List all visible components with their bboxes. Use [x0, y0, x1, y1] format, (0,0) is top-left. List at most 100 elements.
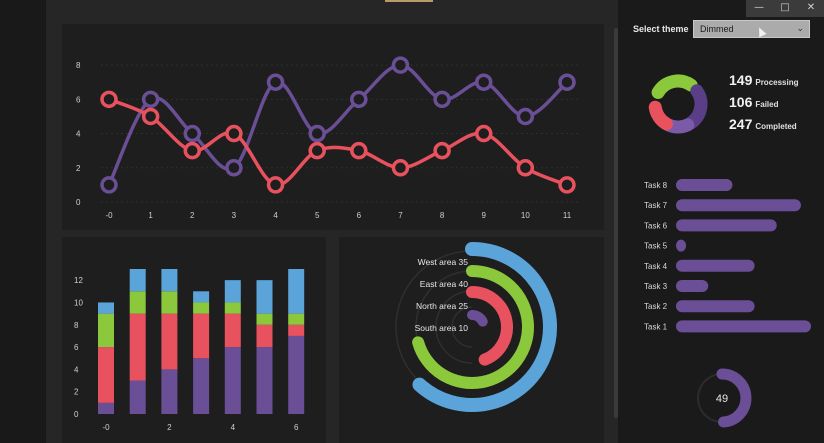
x-tick-label: 5 [315, 211, 320, 220]
line-point [225, 124, 243, 143]
donut-segment [651, 74, 698, 99]
bar-segment [224, 347, 241, 414]
line-point [558, 73, 576, 91]
left-sidebar [0, 0, 46, 443]
stat-failed: 106 Failed [729, 94, 778, 110]
line-point [100, 90, 118, 109]
bar-segment [129, 313, 146, 381]
line-point [391, 159, 410, 177]
window-controls: — □ ✕ [746, 0, 824, 17]
line-point [350, 141, 368, 160]
radial-guide [435, 290, 473, 364]
y-tick-label: 2 [76, 164, 81, 173]
x-tick-label: 7 [398, 211, 403, 220]
radial-guide [451, 306, 473, 348]
line-point [350, 90, 368, 109]
x-tick-label: -0 [105, 211, 113, 220]
line-point [183, 124, 202, 143]
x-tick-label: 2 [190, 211, 195, 220]
x-tick-label: 9 [482, 211, 487, 220]
bar-segment [193, 313, 210, 359]
x-tick-label: 3 [232, 211, 237, 220]
y-tick-label: 0 [76, 198, 81, 207]
bar-segment [129, 380, 146, 414]
stat-value: 149 [729, 72, 753, 88]
bar-segment [288, 269, 305, 314]
x-tick-label: 11 [563, 211, 572, 220]
task-bar [676, 219, 777, 232]
stacked-bar-chart: 0 2 4 6 8 10 12 -0 2 4 6 [74, 269, 305, 432]
theme-label: Select theme [633, 24, 689, 34]
radial-bar-panel: West area 35 East area 40 North area 25 Sou… [339, 237, 604, 443]
status-donut-chart [648, 74, 708, 134]
line-point [516, 159, 535, 177]
bar-segment [98, 313, 114, 348]
line-chart: 0 2 4 6 8 -0 1 2 3 4 5 6 7 8 9 10 11 [76, 56, 579, 220]
y-tick-label: 4 [76, 130, 81, 139]
task-label: Task 8 [644, 181, 668, 190]
bar-segment [288, 335, 305, 414]
y-tick-label: 12 [74, 276, 83, 285]
bar-segment [224, 280, 241, 303]
y-tick-label: 8 [76, 61, 81, 70]
line-point [558, 176, 576, 194]
bar-segment [288, 324, 305, 336]
line-point [183, 141, 202, 160]
theme-dropdown[interactable]: Dimmed ⌄ [693, 20, 810, 38]
bar-segment [98, 347, 114, 403]
task-label: Task 2 [644, 302, 668, 311]
donut-segment [648, 100, 673, 131]
bar-segment [129, 269, 146, 292]
line-point [308, 141, 326, 160]
gauge-value: 49 [716, 393, 728, 405]
line-point [516, 107, 535, 126]
stat-value: 106 [729, 94, 753, 110]
radial-bar [466, 286, 513, 366]
radial-bar [412, 242, 557, 412]
line-chart-panel: 0 2 4 6 8 -0 1 2 3 4 5 6 7 8 9 10 11 [62, 24, 604, 230]
stat-processing: 149 Processing [729, 72, 799, 88]
line-point [141, 90, 160, 109]
task-bar [676, 199, 801, 212]
progress-gauge: 49 [697, 368, 752, 428]
x-tick-label: 10 [521, 211, 530, 220]
task-bar [676, 320, 811, 333]
y-tick-label: 2 [74, 388, 79, 397]
bar-segment [193, 358, 210, 414]
task-bar [676, 280, 709, 292]
stat-completed: 247 Completed [729, 116, 797, 132]
close-icon[interactable]: ✕ [798, 0, 824, 17]
bar-segment [193, 302, 210, 314]
line-point [474, 73, 493, 91]
y-tick-label: 4 [74, 365, 79, 374]
line-point [266, 176, 285, 194]
bar-segment [98, 302, 114, 314]
bar-segment [193, 291, 210, 303]
vertical-scrollbar[interactable] [614, 28, 618, 418]
gauge-fill [716, 368, 752, 428]
line-point [100, 176, 118, 194]
theme-selected-value: Dimmed [700, 24, 734, 34]
task-label: Task 4 [644, 262, 668, 271]
stat-label: Processing [755, 78, 799, 87]
task-bar [676, 239, 687, 252]
y-tick-label: 10 [74, 298, 83, 307]
donut-segment [683, 84, 708, 131]
y-tick-label: 0 [74, 410, 79, 419]
stat-value: 247 [729, 116, 753, 132]
maximize-icon[interactable]: □ [772, 0, 798, 17]
line-point [433, 141, 451, 160]
x-tick-label: 4 [273, 211, 278, 220]
task-label: Task 7 [644, 201, 668, 210]
task-label: Task 1 [644, 322, 668, 331]
radial-bar [412, 265, 534, 389]
task-bar-chart: Task 8 Task 7 Task 6 Task 5 Task 4 Task 3 Task… [644, 179, 811, 333]
bar-segment [98, 402, 114, 414]
task-bar [676, 179, 733, 191]
line-point [433, 90, 451, 109]
minimize-icon[interactable]: — [746, 0, 772, 17]
line-point [308, 124, 326, 143]
line-point [266, 73, 285, 91]
radial-bar-chart: West area 35 East area 40 North area 25 Sou… [395, 242, 557, 412]
task-bar [676, 300, 755, 313]
